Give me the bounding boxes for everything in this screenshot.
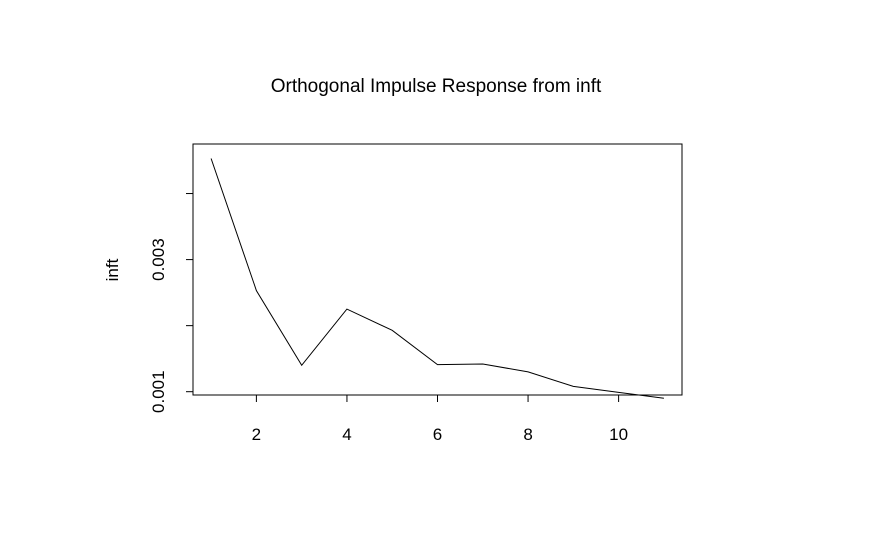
plot-frame [192,143,683,396]
x-axis: 2 4 6 8 10 [252,395,628,444]
y-axis: 0.001 0.003 [149,193,193,413]
y-tick-label-0: 0.001 [149,370,168,413]
series-line-0 [210,158,664,399]
x-tick-label-2: 2 [252,425,261,444]
y-tick-label-2: 0.003 [149,238,168,281]
x-tick-label-4: 4 [342,425,351,444]
x-tick-label-8: 8 [523,425,532,444]
chart-title: Orthogonal Impulse Response from inft [271,76,602,97]
series-group [210,158,664,399]
y-axis-label: inft [103,258,122,281]
x-tick-label-6: 6 [433,425,442,444]
x-tick-label-10: 10 [609,425,628,444]
